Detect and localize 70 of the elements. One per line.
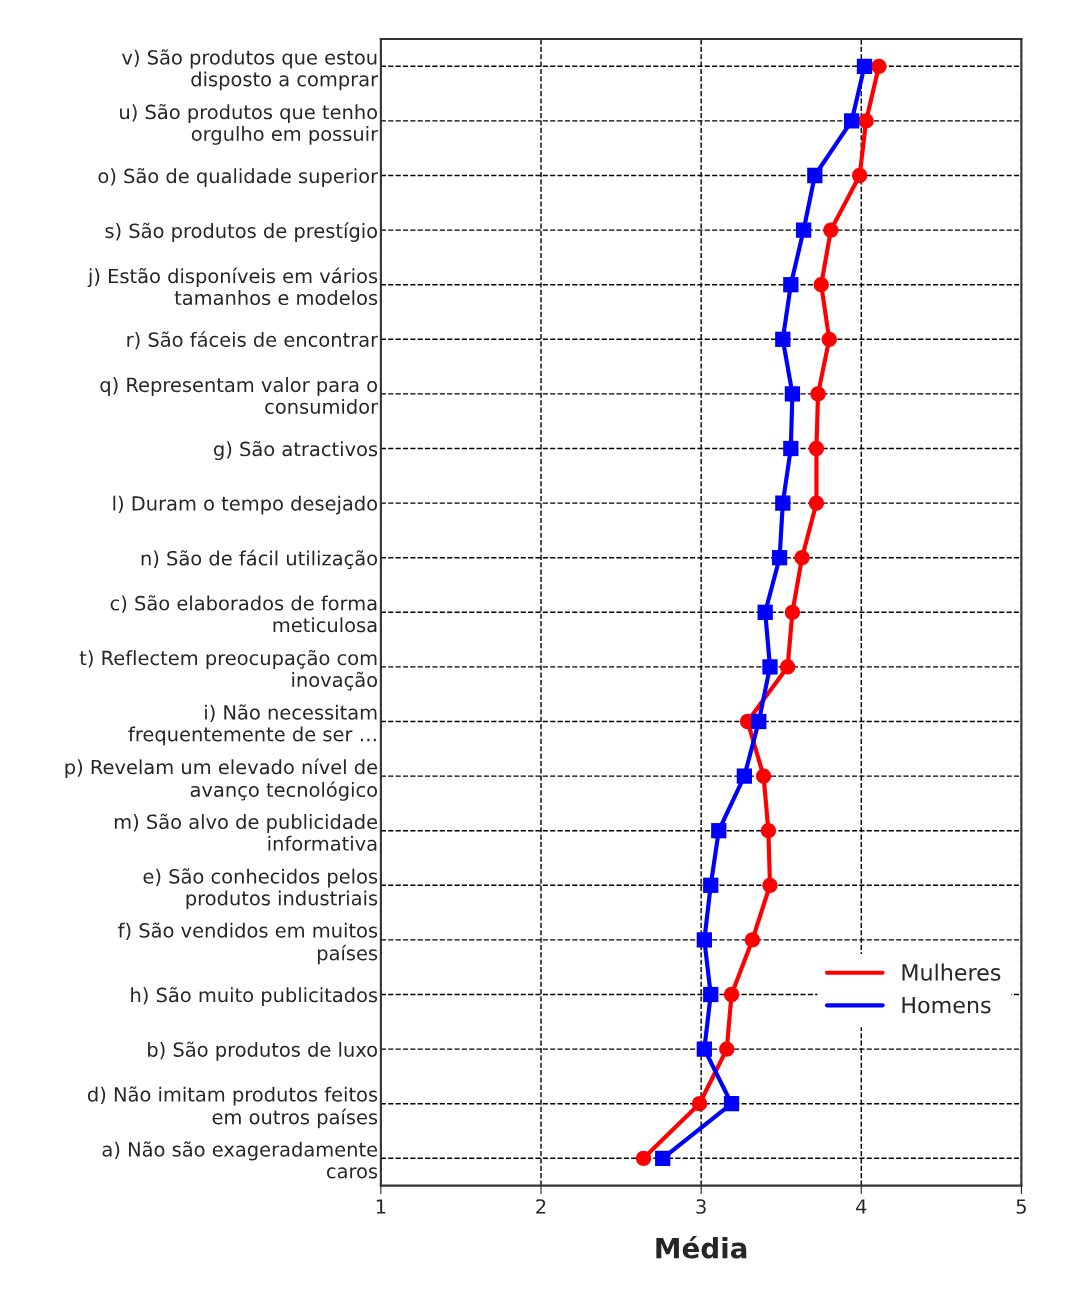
x-tick-label: 2 <box>536 1199 546 1214</box>
y-tick-label: l) Duram o tempo desejado <box>113 495 378 515</box>
point <box>655 1150 671 1166</box>
point <box>762 877 778 893</box>
y-tick-label: i) Não necessitam frequentemente de ser … <box>128 704 377 746</box>
point <box>719 1041 735 1057</box>
point <box>691 1096 708 1112</box>
y-tick-label: f) São vendidos em muitos países <box>118 922 378 965</box>
y-tick-label: s) São produtos de prestígio <box>105 222 378 242</box>
point <box>775 495 791 511</box>
point <box>808 440 825 457</box>
point <box>757 604 773 620</box>
point <box>784 386 801 402</box>
y-tick-label: d) Não imitam produtos feitos em outros países <box>87 1086 378 1129</box>
point <box>696 1041 712 1057</box>
point <box>852 167 868 184</box>
x-tick-label: 4 <box>856 1199 867 1214</box>
point <box>779 659 796 675</box>
point <box>771 550 788 566</box>
y-tick-label: t) Reflectem preocupação com inovação <box>79 649 378 691</box>
point <box>762 659 778 675</box>
y-tick-label: p) Revelam um elevado nível de avanço tecnológico <box>65 758 378 801</box>
legend-label: Mulheres <box>902 963 1001 981</box>
point <box>635 1150 652 1166</box>
point <box>744 932 761 948</box>
y-tick-label: q) Representam valor para o consumidor <box>100 377 379 414</box>
legend-label: Homens <box>902 996 991 1014</box>
point <box>823 222 839 238</box>
x-axis-title: Média <box>656 1235 747 1259</box>
y-tick-label: u) São produtos que tenho orgulho em possuir <box>120 103 379 145</box>
y-tick-label: e) São conhecidos pelos produtos industriais <box>143 868 378 910</box>
point <box>858 113 874 129</box>
point <box>856 58 873 74</box>
point <box>844 113 860 129</box>
point <box>808 495 825 511</box>
y-tick-label: h) São muito publicitados <box>131 986 378 1007</box>
point <box>807 167 823 184</box>
x-tick-label: 5 <box>1016 1199 1026 1214</box>
y-tick-label: b) São produtos de luxo <box>148 1041 378 1061</box>
point <box>821 331 837 347</box>
point <box>736 768 753 784</box>
y-tick-label: g) São atractivos <box>214 440 378 461</box>
y-tick-label: v) São produtos que estou disposto a comprar <box>122 49 379 91</box>
point <box>871 58 887 74</box>
point <box>795 222 812 238</box>
y-tick-label: c) São elaborados de forma meticulosa <box>110 595 377 633</box>
point <box>755 768 772 784</box>
point <box>696 932 712 948</box>
y-tick-label: n) São de fácil utilização <box>141 549 378 570</box>
point <box>783 277 799 293</box>
point <box>794 550 810 566</box>
x-tick-label: 1 <box>376 1199 386 1214</box>
y-tick-label: a) Não são exageradamente caros <box>102 1141 378 1179</box>
y-tick-label: m) São alvo de publicidade informativa <box>114 813 378 851</box>
point <box>813 277 829 293</box>
point <box>760 823 777 839</box>
point <box>703 877 719 893</box>
point <box>703 986 719 1003</box>
point <box>751 713 767 730</box>
point <box>810 386 826 402</box>
point <box>775 331 791 347</box>
point <box>723 986 740 1003</box>
x-tick-label: 3 <box>696 1199 706 1214</box>
y-tick-label: j) Estão disponíveis em vários tamanhos e modelos <box>87 267 378 306</box>
point <box>711 823 727 839</box>
point <box>784 604 801 620</box>
y-tick-label: r) São fáceis de encontrar <box>127 331 379 350</box>
y-tick-label: o) São de qualidade superior <box>98 167 379 188</box>
point <box>723 1096 740 1112</box>
point <box>783 440 799 457</box>
